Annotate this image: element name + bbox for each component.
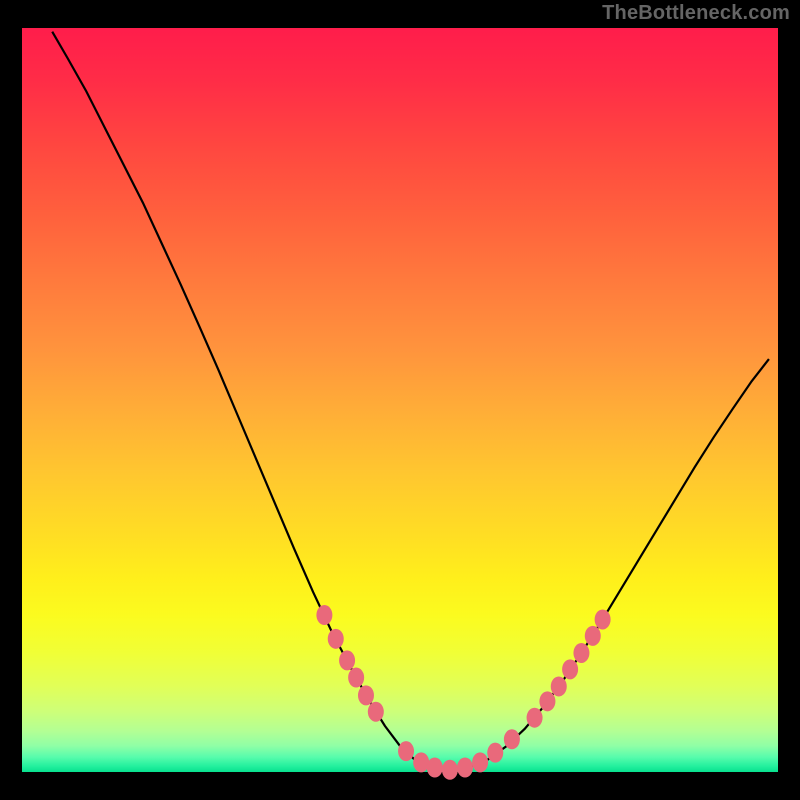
chart-marker xyxy=(368,702,384,722)
watermark-text: TheBottleneck.com xyxy=(602,2,790,25)
chart-marker xyxy=(562,659,578,679)
chart-marker xyxy=(472,752,488,772)
chart-marker xyxy=(316,605,332,625)
chart-marker xyxy=(358,685,374,705)
chart-marker xyxy=(328,629,344,649)
chart-marker xyxy=(457,758,473,778)
chart-plot-area xyxy=(22,28,778,772)
chart-marker xyxy=(595,609,611,629)
chart-marker xyxy=(339,650,355,670)
chart-marker xyxy=(585,626,601,646)
chart-marker xyxy=(551,676,567,696)
chart-marker xyxy=(442,760,458,780)
chart-marker xyxy=(527,708,543,728)
bottleneck-chart xyxy=(0,0,800,800)
chart-marker xyxy=(539,691,555,711)
chart-marker xyxy=(573,643,589,663)
chart-marker xyxy=(398,741,414,761)
chart-marker xyxy=(504,729,520,749)
chart-marker xyxy=(427,758,443,778)
chart-marker xyxy=(413,752,429,772)
chart-canvas: TheBottleneck.com xyxy=(0,0,800,800)
chart-marker xyxy=(348,668,364,688)
chart-marker xyxy=(487,743,503,763)
